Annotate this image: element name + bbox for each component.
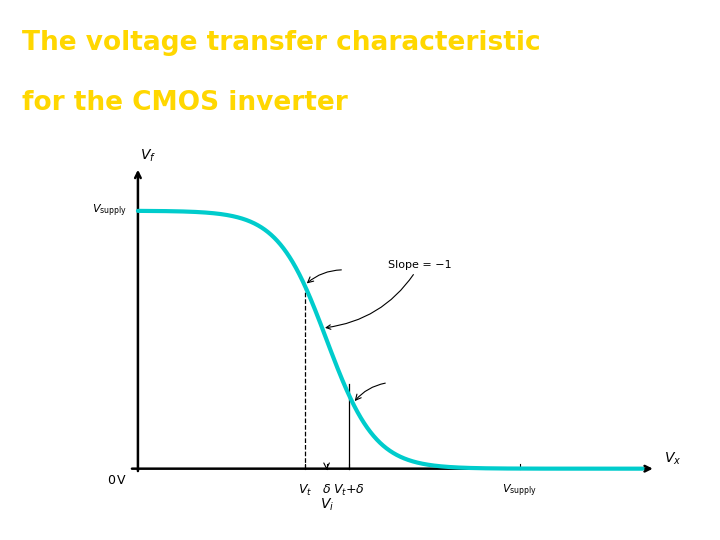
Text: $\delta$: $\delta$ <box>322 483 331 496</box>
Text: $V_i$: $V_i$ <box>320 497 333 514</box>
Text: $V_t{+}\delta$: $V_t{+}\delta$ <box>333 483 364 498</box>
Text: Slope = −1: Slope = −1 <box>326 260 451 329</box>
Text: $V_{\rm supply}$: $V_{\rm supply}$ <box>502 483 537 500</box>
Text: $V_{\rm supply}$: $V_{\rm supply}$ <box>92 202 127 219</box>
Text: The voltage transfer characteristic: The voltage transfer characteristic <box>22 30 540 56</box>
Text: $V_t$: $V_t$ <box>297 483 312 498</box>
Text: for the CMOS inverter: for the CMOS inverter <box>22 90 347 116</box>
Text: $V_x$: $V_x$ <box>665 451 682 468</box>
Text: $0\,\mathrm{V}$: $0\,\mathrm{V}$ <box>107 474 127 487</box>
Text: $V_f$: $V_f$ <box>140 148 156 164</box>
